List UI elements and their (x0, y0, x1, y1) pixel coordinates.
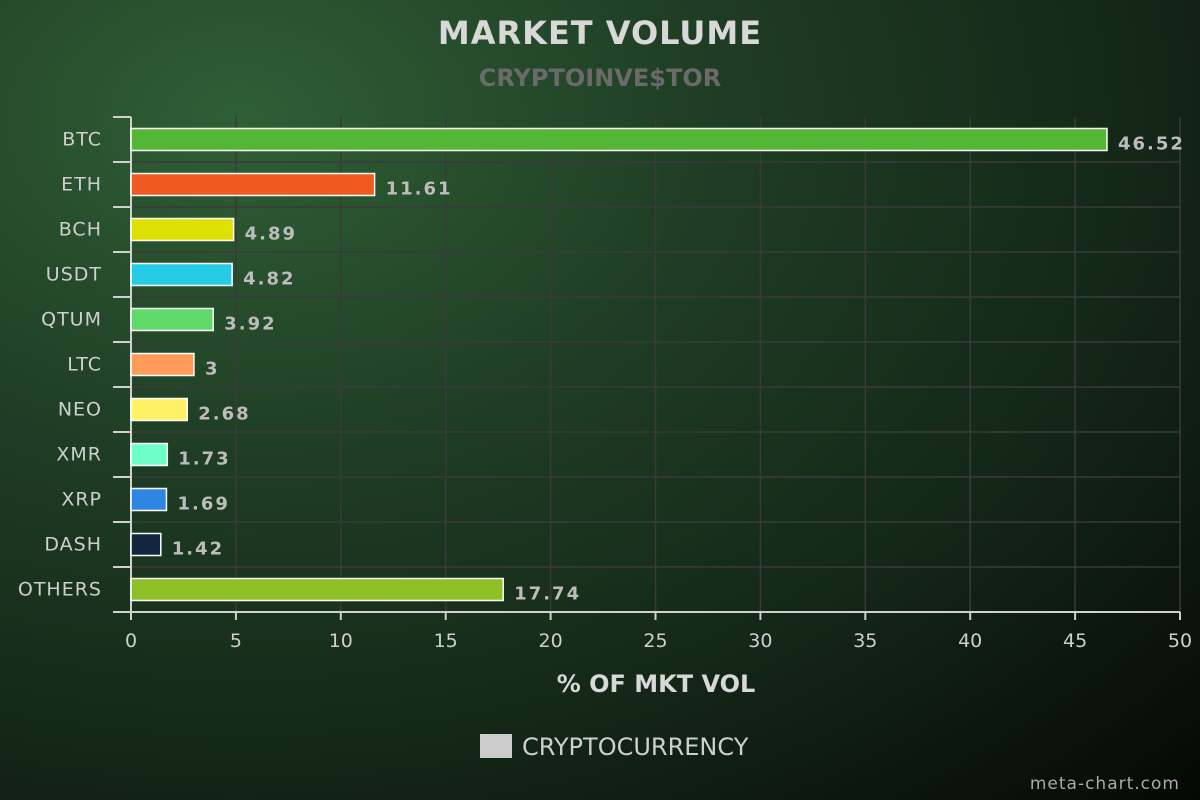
bar-dash[interactable] (130, 532, 162, 557)
x-tick-label: 35 (853, 630, 877, 652)
credit-text[interactable]: meta-chart.com (1030, 774, 1180, 794)
legend-label: CRYPTOCURRENCY (522, 733, 749, 761)
x-tick-label: 0 (125, 630, 137, 652)
plot-area: 0 5 10 15 20 25 30 35 40 45 50 BTC 46.52 ETH 11.61 BCH 4… (18, 116, 1192, 652)
category-label: BCH (59, 219, 102, 241)
x-tick-label: 20 (539, 630, 563, 652)
x-axis-title: % OF MKT VOL (557, 670, 756, 698)
category-label: NEO (58, 399, 102, 421)
category-label: USDT (46, 264, 102, 286)
category-label: QTUM (41, 309, 102, 331)
bar-qtum[interactable] (130, 307, 214, 332)
category-label: XRP (61, 489, 102, 511)
category-label: OTHERS (18, 579, 102, 601)
bar-bch[interactable] (130, 217, 235, 242)
data-label: 17.74 (514, 584, 581, 605)
bar-xrp[interactable] (130, 487, 168, 512)
x-tick-label: 15 (434, 630, 458, 652)
x-tick-label: 25 (643, 630, 667, 652)
category-label: DASH (44, 534, 102, 556)
x-tick-label: 50 (1168, 630, 1192, 652)
data-label: 46.52 (1118, 134, 1185, 155)
category-label: XMR (56, 444, 102, 466)
bar-xmr[interactable] (130, 442, 169, 467)
x-tick-label: 45 (1063, 630, 1087, 652)
legend[interactable]: CRYPTOCURRENCY (480, 733, 749, 761)
bar-others[interactable] (130, 577, 504, 602)
data-label: 1.42 (172, 539, 224, 560)
data-label: 3 (205, 359, 220, 380)
bar-usdt[interactable] (130, 262, 233, 287)
data-label: 1.73 (178, 449, 230, 470)
chart-title: MARKET VOLUME (438, 14, 762, 52)
x-tick-label: 5 (230, 630, 242, 652)
legend-swatch (480, 734, 512, 758)
bar-eth[interactable] (130, 172, 376, 197)
bar-ltc[interactable] (130, 352, 195, 377)
bar-btc[interactable] (130, 127, 1108, 152)
data-label: 4.82 (243, 269, 295, 290)
x-tick-label: 30 (748, 630, 772, 652)
data-label: 11.61 (386, 179, 453, 200)
data-label: 1.69 (177, 494, 229, 515)
bar-neo[interactable] (130, 397, 188, 422)
data-label: 2.68 (198, 404, 250, 425)
data-label: 4.89 (245, 224, 297, 245)
category-label: ETH (61, 174, 102, 196)
chart-subtitle: CRYPTOINVE$TOR (479, 64, 721, 92)
x-tick-label: 10 (329, 630, 353, 652)
category-label: BTC (62, 129, 102, 151)
x-tick-label: 40 (958, 630, 982, 652)
data-label: 3.92 (224, 314, 276, 335)
category-label: LTC (67, 354, 102, 376)
